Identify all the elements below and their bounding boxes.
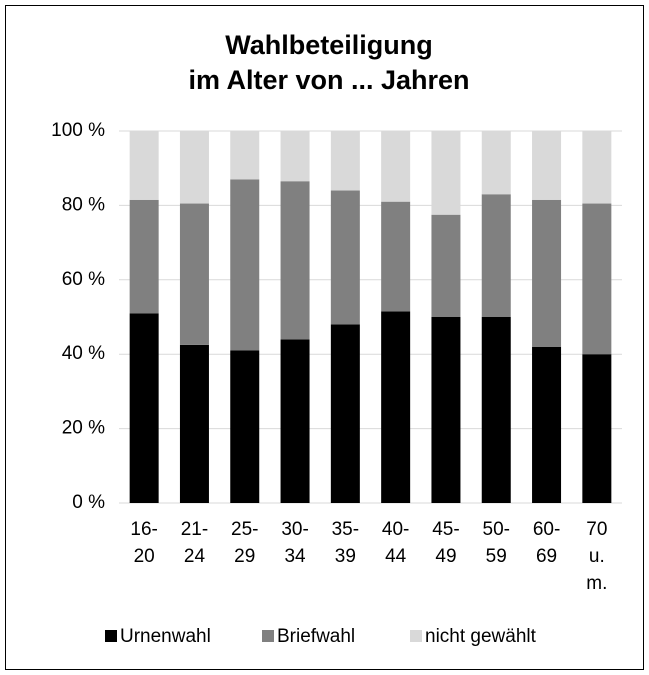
y-tick-label: 40 %	[62, 343, 105, 364]
bar-segment	[431, 214, 461, 317]
legend-swatch	[262, 630, 274, 642]
legend-swatch	[105, 630, 117, 642]
bar-segment	[179, 131, 209, 204]
bar-segment	[381, 311, 411, 503]
bar-segment	[230, 179, 260, 351]
y-tick-label: 20 %	[62, 418, 105, 439]
bar-segment	[330, 324, 360, 503]
bar-segment	[481, 194, 511, 317]
x-tick-label: u.	[589, 546, 605, 567]
bar-segment	[381, 201, 411, 312]
y-tick-label: 0 %	[72, 492, 105, 513]
bar-segment	[431, 317, 461, 503]
legend-label: Briefwahl	[277, 626, 355, 647]
bar-segment	[179, 203, 209, 345]
y-tick-label: 80 %	[62, 194, 105, 215]
x-tick-label: 40-	[382, 519, 409, 540]
bar-segment	[481, 317, 511, 503]
x-tick-label: 60-	[533, 519, 560, 540]
x-tick-label: 24	[184, 546, 206, 567]
x-tick-label: 59	[486, 546, 507, 567]
chart-title: Wahlbeteiligung	[225, 30, 432, 60]
bar-segment	[582, 131, 612, 204]
bar-segment	[179, 344, 209, 503]
bar-segment	[532, 131, 562, 200]
x-tick-label: 70	[586, 519, 607, 540]
x-tick-label: 50-	[483, 519, 510, 540]
x-tick-label: 20	[134, 546, 155, 567]
y-tick-label: 60 %	[62, 269, 105, 290]
x-tick-label: 49	[435, 546, 456, 567]
bar-segment	[481, 131, 511, 195]
bar-segment	[532, 346, 562, 503]
x-tick-label: 34	[284, 546, 306, 567]
bar-segment	[280, 131, 310, 182]
bar-segment	[431, 131, 461, 215]
y-tick-label: 100 %	[51, 120, 105, 141]
bar-segment	[280, 339, 310, 503]
x-tick-label: 16-	[130, 519, 157, 540]
bar-segment	[129, 313, 159, 503]
bar-segment	[381, 131, 411, 202]
x-tick-label: 69	[536, 546, 557, 567]
legend-label: nicht gewählt	[425, 626, 537, 647]
x-tick-label: 39	[335, 546, 356, 567]
x-tick-label: 25-	[231, 519, 258, 540]
x-tick-label: 44	[385, 546, 407, 567]
bar-segment	[330, 190, 360, 325]
x-tick-label: 29	[234, 546, 255, 567]
x-tick-label: 35-	[332, 519, 359, 540]
bar-segment	[582, 203, 612, 355]
bar-segment	[330, 131, 360, 191]
bar-segment	[532, 199, 562, 347]
legend-swatch	[410, 630, 422, 642]
x-tick-label: 30-	[281, 519, 308, 540]
legend-label: Urnenwahl	[120, 626, 211, 647]
bar-segment	[582, 354, 612, 503]
bar-segment	[280, 181, 310, 340]
bar-segment	[129, 131, 159, 200]
bar-segment	[230, 131, 260, 180]
bar-segment	[230, 350, 260, 503]
bar-segment	[129, 199, 159, 314]
chart-title: im Alter von ... Jahren	[188, 65, 469, 95]
x-tick-label: 45-	[432, 519, 459, 540]
x-tick-label: m.	[586, 573, 607, 594]
x-tick-label: 21-	[181, 519, 208, 540]
